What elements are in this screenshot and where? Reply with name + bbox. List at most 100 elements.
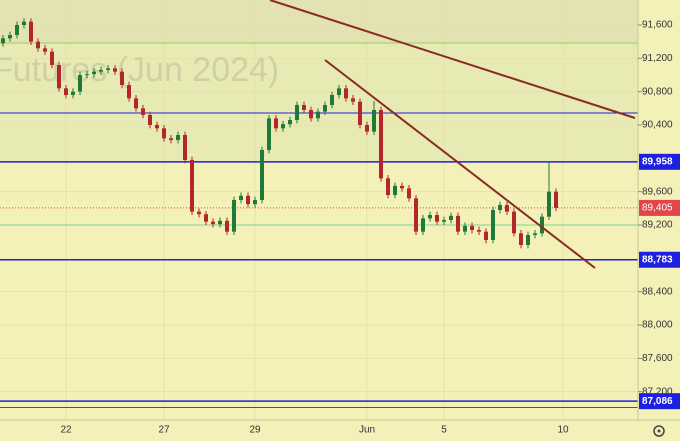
candle-body xyxy=(379,110,383,179)
upper-zone xyxy=(0,43,638,162)
x-tick-label: 27 xyxy=(158,425,170,436)
candle-body xyxy=(442,220,446,222)
axes: 91,600 91,200 90,800 90,400 89,600 89,200 88,4… xyxy=(60,20,680,436)
last-price-label: 89,405 xyxy=(642,203,673,214)
settings-icon[interactable] xyxy=(653,425,665,437)
candle-body xyxy=(176,135,180,140)
candle-body xyxy=(484,231,488,240)
candle-body xyxy=(8,35,12,39)
candle-body xyxy=(498,205,502,210)
watermark: Futures (Jun 2024) xyxy=(0,51,279,89)
candle-body xyxy=(337,88,341,95)
trend-line xyxy=(324,59,596,269)
x-tick-label: 10 xyxy=(557,425,569,436)
candle-body xyxy=(400,185,404,189)
candle-body xyxy=(15,25,19,35)
candle-body xyxy=(218,220,222,225)
candle-body xyxy=(204,214,208,222)
candle-body xyxy=(365,125,369,132)
candle-body xyxy=(372,110,376,132)
candle-body xyxy=(43,48,47,52)
candle-body xyxy=(197,211,201,215)
y-tick-label: 89,200 xyxy=(642,220,673,231)
level-badge xyxy=(639,393,680,410)
candle-body xyxy=(36,41,40,49)
candle-body xyxy=(183,135,187,160)
candle-body xyxy=(274,118,278,129)
candle-body xyxy=(225,220,229,232)
candle-body xyxy=(267,118,271,150)
candle-body xyxy=(57,65,61,89)
candle-body xyxy=(106,68,110,70)
y-tick-label: 91,600 xyxy=(642,20,673,31)
candle-body xyxy=(148,115,152,125)
x-tick-label: 22 xyxy=(60,425,72,436)
candle-body xyxy=(547,191,551,217)
candle-body xyxy=(134,98,138,109)
trend-line xyxy=(269,0,636,119)
candle-body xyxy=(519,233,523,245)
candle-body xyxy=(470,225,474,230)
level-badge xyxy=(639,153,680,170)
candle-body xyxy=(113,68,117,72)
x-tick-label: 5 xyxy=(441,425,447,436)
candle-body xyxy=(85,74,89,76)
last-price-badge xyxy=(639,199,680,216)
candle-body xyxy=(323,105,327,112)
x-tick-label: Jun xyxy=(359,425,375,436)
candle-body xyxy=(141,108,145,115)
candle-body xyxy=(246,195,250,205)
candle-body xyxy=(71,91,75,95)
candle-body xyxy=(260,150,264,200)
candle-body xyxy=(407,188,411,199)
candle-body xyxy=(295,105,299,120)
candle-body xyxy=(428,215,432,219)
candle-body xyxy=(456,215,460,232)
candle-body xyxy=(162,128,166,139)
candle-body xyxy=(344,88,348,99)
y-tick-label: 88,400 xyxy=(642,286,673,297)
candles xyxy=(1,18,558,249)
candle-body xyxy=(190,160,194,212)
candle-body xyxy=(386,178,390,195)
candle-body xyxy=(491,210,495,240)
candle-body xyxy=(232,200,236,232)
candle-body xyxy=(281,124,285,129)
candle-body xyxy=(309,110,313,119)
level-label: 88,783 xyxy=(642,254,673,265)
candle-body xyxy=(211,221,215,225)
candle-body xyxy=(127,85,131,99)
candle-body xyxy=(155,125,159,129)
candle-body xyxy=(414,198,418,232)
candle-body xyxy=(554,191,558,208)
y-tick-label: 90,800 xyxy=(642,86,673,97)
candle-body xyxy=(120,71,124,85)
candle-body xyxy=(533,233,537,235)
level-label: 89,958 xyxy=(642,156,673,167)
y-tick-label: 91,200 xyxy=(642,53,673,64)
candle-body xyxy=(22,21,26,25)
top-zone xyxy=(0,0,638,43)
level-label: 87,086 xyxy=(642,396,673,407)
candle-body xyxy=(169,138,173,140)
candle-body xyxy=(463,225,467,232)
candle-body xyxy=(421,218,425,232)
levels xyxy=(0,42,638,408)
candle-body xyxy=(505,205,509,212)
candle-body xyxy=(351,98,355,102)
y-tick-label: 90,400 xyxy=(642,120,673,131)
gear[interactable] xyxy=(653,425,665,437)
candle-body xyxy=(1,38,5,44)
candle-body xyxy=(50,51,54,65)
candle-body xyxy=(477,230,481,232)
candle-body xyxy=(64,88,68,95)
x-tick-label: 29 xyxy=(249,425,261,436)
candle-body xyxy=(512,211,516,234)
candle-body xyxy=(449,215,453,220)
candle-body xyxy=(540,216,544,234)
y-tick-label: 89,600 xyxy=(642,186,673,197)
candle-body xyxy=(393,185,397,195)
y-tick-label: 88,000 xyxy=(642,320,673,331)
candle-body xyxy=(253,200,257,205)
